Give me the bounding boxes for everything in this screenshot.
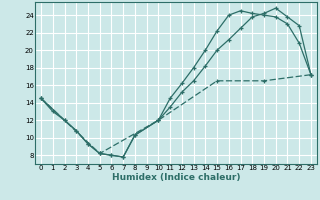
X-axis label: Humidex (Indice chaleur): Humidex (Indice chaleur) xyxy=(112,173,240,182)
